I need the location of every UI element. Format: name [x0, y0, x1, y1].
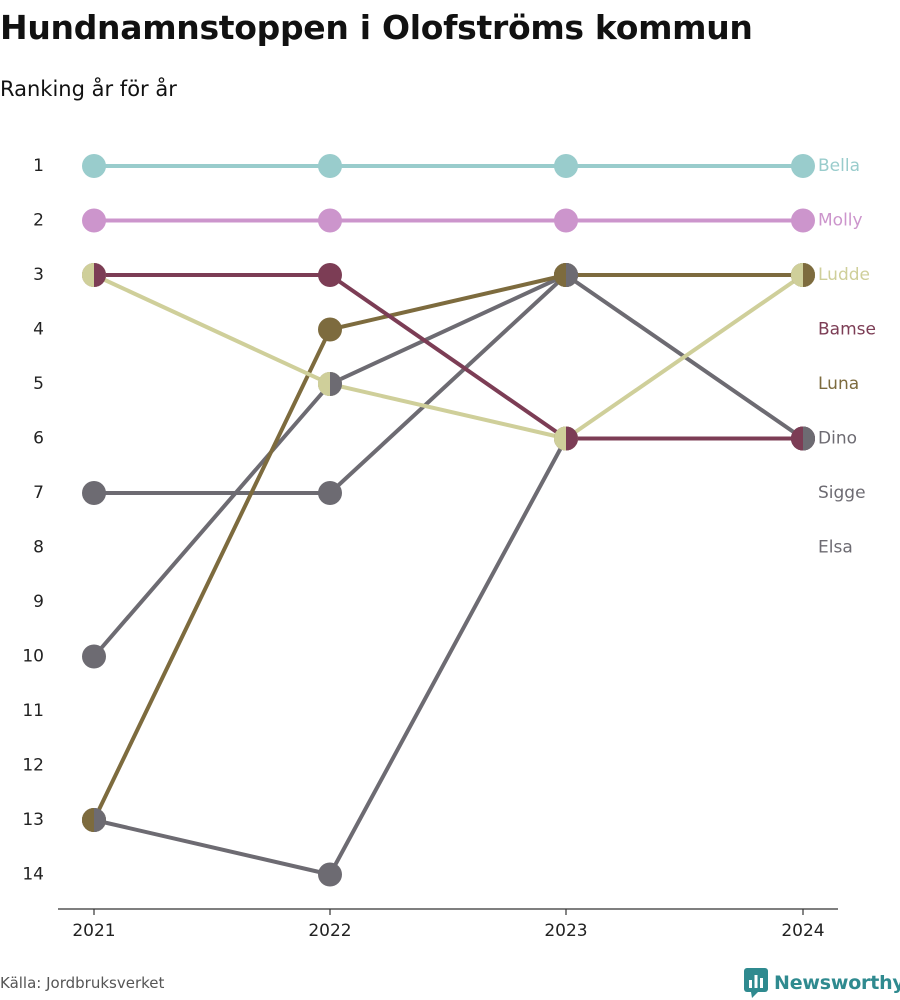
y-tick-label: 13 [22, 810, 44, 830]
series-point-molly [791, 208, 815, 233]
y-tick-label: 14 [22, 865, 44, 885]
shared-point-half [566, 426, 578, 451]
series-point-sigge [82, 481, 106, 505]
shared-point-half [82, 263, 94, 287]
end-label-elsa: Elsa [818, 538, 853, 558]
y-tick-label: 1 [33, 156, 44, 176]
series-point-bella [82, 154, 106, 178]
x-tick-label: 2024 [781, 921, 824, 941]
series-point-luna [318, 317, 342, 342]
y-tick-label: 12 [22, 756, 44, 776]
y-tick-label: 10 [22, 647, 44, 667]
series-point-bella [791, 154, 815, 178]
shared-point-half [566, 263, 578, 287]
shared-point-half [791, 263, 803, 287]
end-label-bamse: Bamse [818, 320, 876, 340]
series-line-ludde [92, 273, 805, 441]
source-note: Källa: Jordbruksverket [0, 974, 165, 992]
y-tick-label: 8 [33, 538, 44, 558]
series-point-molly [82, 208, 106, 233]
series-line-elsa [92, 436, 805, 877]
y-tick-label: 7 [33, 483, 44, 503]
shared-point-half [554, 426, 566, 451]
series-line-luna [92, 273, 805, 822]
y-tick-label: 2 [33, 211, 44, 231]
shared-point-half [330, 372, 342, 396]
brand-logo: Newsworthy [744, 968, 900, 998]
shared-point-half [803, 263, 815, 287]
y-tick-label: 5 [33, 374, 44, 394]
shared-point-half [791, 426, 803, 451]
end-label-molly: Molly [818, 211, 863, 231]
end-label-ludde: Ludde [818, 265, 870, 285]
series-point-elsa [318, 862, 342, 887]
series-point-molly [318, 208, 342, 233]
chart-title: Hundnamnstoppen i Olofströms kommun [0, 8, 753, 47]
shared-point-half [94, 263, 106, 287]
series-point-dino [82, 644, 106, 669]
series-points [82, 154, 816, 887]
end-label-sigge: Sigge [818, 483, 866, 503]
x-tick-label: 2023 [544, 921, 587, 941]
series-point-molly [554, 208, 578, 233]
series-point-sigge [318, 481, 342, 505]
shared-point-half [554, 263, 566, 287]
series-point-bella [554, 154, 578, 178]
series-point-bamse [318, 263, 342, 287]
chart-subtitle: Ranking år för år [0, 77, 177, 101]
end-label-dino: Dino [818, 429, 857, 449]
x-tick-label: 2022 [308, 921, 351, 941]
newsworthy-logo-icon [744, 968, 768, 998]
y-tick-label: 4 [33, 320, 44, 340]
end-label-bella: Bella [818, 156, 860, 176]
y-tick-label: 6 [33, 429, 44, 449]
shared-point-half [803, 426, 816, 451]
series-point-bella [318, 154, 342, 178]
series-lines [92, 164, 805, 877]
x-axis: 2021 2022 2023 2024 [58, 908, 838, 941]
y-tick-label: 11 [22, 701, 44, 721]
shared-point-half [82, 808, 94, 832]
series-line-bamse [92, 273, 805, 441]
shared-point-half [318, 372, 330, 396]
brand-name: Newsworthy [774, 972, 900, 994]
series-line-sigge [92, 273, 805, 495]
end-label-luna: Luna [818, 374, 859, 394]
y-tick-label: 9 [33, 592, 44, 612]
series-end-labels: Bella Molly Ludde Bamse Luna Dino Sigge Elsa [818, 156, 876, 558]
y-tick-label: 3 [33, 265, 44, 285]
x-tick-label: 2021 [72, 921, 115, 941]
shared-point-half [94, 808, 106, 832]
